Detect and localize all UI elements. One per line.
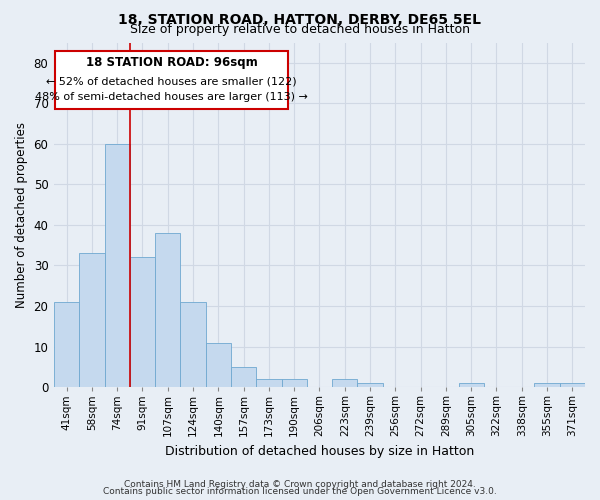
Bar bbox=[358, 383, 383, 387]
Bar bbox=[104, 144, 130, 387]
X-axis label: Distribution of detached houses by size in Hatton: Distribution of detached houses by size … bbox=[165, 444, 474, 458]
Bar bbox=[130, 258, 155, 387]
Bar bbox=[458, 383, 484, 387]
Bar bbox=[231, 367, 256, 387]
Bar bbox=[55, 50, 288, 110]
Text: 18, STATION ROAD, HATTON, DERBY, DE65 5EL: 18, STATION ROAD, HATTON, DERBY, DE65 5E… bbox=[119, 12, 482, 26]
Bar bbox=[332, 379, 358, 387]
Y-axis label: Number of detached properties: Number of detached properties bbox=[15, 122, 28, 308]
Text: ← 52% of detached houses are smaller (122): ← 52% of detached houses are smaller (12… bbox=[46, 76, 297, 86]
Text: 48% of semi-detached houses are larger (113) →: 48% of semi-detached houses are larger (… bbox=[35, 92, 308, 102]
Bar bbox=[206, 342, 231, 387]
Bar bbox=[256, 379, 281, 387]
Bar bbox=[54, 302, 79, 387]
Text: Contains HM Land Registry data © Crown copyright and database right 2024.: Contains HM Land Registry data © Crown c… bbox=[124, 480, 476, 489]
Bar bbox=[560, 383, 585, 387]
Bar bbox=[281, 379, 307, 387]
Bar bbox=[181, 302, 206, 387]
Text: Size of property relative to detached houses in Hatton: Size of property relative to detached ho… bbox=[130, 22, 470, 36]
Bar bbox=[535, 383, 560, 387]
Bar bbox=[155, 233, 181, 387]
Bar bbox=[79, 254, 104, 387]
Text: 18 STATION ROAD: 96sqm: 18 STATION ROAD: 96sqm bbox=[86, 56, 257, 70]
Text: Contains public sector information licensed under the Open Government Licence v3: Contains public sector information licen… bbox=[103, 487, 497, 496]
